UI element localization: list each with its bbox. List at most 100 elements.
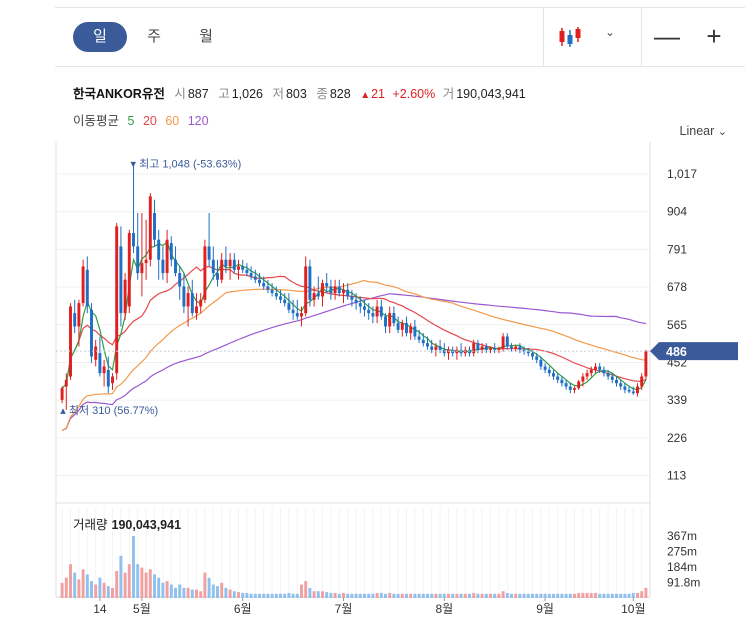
candle-body [308, 266, 312, 300]
volume-bar [409, 593, 413, 598]
volume-bar [148, 569, 152, 598]
candle-body [615, 379, 618, 384]
volume-bar [216, 586, 219, 598]
candle-body [560, 379, 564, 384]
candlestick-icon[interactable] [558, 26, 584, 48]
volume-tick-label: 184m [667, 560, 697, 574]
toolbar-divider [543, 8, 544, 66]
candle-body [568, 386, 572, 390]
volume-bar [564, 593, 568, 598]
candle-body [123, 279, 127, 314]
volume-bar [245, 592, 249, 598]
volume-bar [325, 592, 329, 598]
up-arrow-icon: ▲ [360, 90, 371, 101]
volume-bar [531, 593, 534, 598]
candle-body [501, 336, 505, 349]
volume-bar [585, 592, 589, 598]
candle-body [518, 346, 522, 350]
candle-body [522, 349, 526, 352]
volume-bar [186, 587, 190, 598]
zoom-out-button[interactable]: — [654, 21, 680, 51]
volume-bar [602, 593, 606, 598]
chevron-down-icon: ⌄ [717, 126, 727, 138]
low-label: 저 [272, 87, 284, 101]
candle-body [321, 283, 324, 297]
volume-bar [396, 593, 400, 598]
candle-body [400, 323, 404, 330]
ma-120-label: 120 [187, 114, 209, 128]
volume-bar [178, 584, 182, 598]
volume-bar [127, 564, 131, 598]
volume-bar [102, 582, 106, 598]
volume-bar [636, 592, 639, 598]
volume-tick-label: 367m [667, 529, 697, 543]
volume-bar [94, 584, 98, 598]
candle-body [594, 366, 597, 370]
candle-body [102, 366, 106, 374]
candle-body [81, 266, 85, 304]
candle-body [245, 269, 249, 274]
candle-body [480, 346, 484, 350]
candle-body [249, 273, 253, 277]
candle-body [556, 376, 560, 380]
current-price-badge [650, 342, 738, 361]
candle-body [237, 266, 240, 270]
volume-bar [426, 593, 429, 598]
ma-5-line [61, 240, 647, 391]
zoom-in-button[interactable]: + [706, 21, 722, 51]
tab-weekly[interactable]: 주 [147, 28, 161, 45]
volume-tick-label: 275m [667, 545, 697, 559]
volume-bar [203, 572, 207, 598]
candle-body [547, 369, 551, 374]
candle-body [543, 366, 547, 370]
candle-body [379, 306, 383, 317]
ma-20-label: 20 [142, 114, 157, 128]
volume-bar [140, 567, 144, 598]
candle-body [417, 336, 421, 340]
tab-daily[interactable]: 일 [73, 22, 127, 52]
candle-body [388, 313, 392, 327]
chevron-down-icon[interactable]: ⌄ [605, 25, 616, 39]
candle-body [165, 239, 169, 274]
candle-body [392, 313, 396, 324]
candle-body [585, 373, 589, 377]
volume-bar [64, 577, 68, 598]
volume-bar [220, 582, 224, 598]
toolbar-divider [641, 8, 642, 66]
candle-body [169, 243, 173, 260]
candle-body [426, 343, 429, 347]
moving-average-legend: 이동평균 5 20 60 120 [73, 110, 214, 129]
change-value: 21 [371, 87, 385, 101]
volume-bar [518, 593, 522, 598]
candle-body [384, 316, 387, 327]
volume-bar [489, 593, 492, 598]
volume-bar [258, 593, 261, 598]
candle-body [531, 353, 534, 357]
volume-bar [157, 577, 161, 598]
volume-bar [581, 592, 585, 598]
candle-body [342, 289, 345, 294]
volume-bar [556, 593, 560, 598]
volume-bar [241, 592, 245, 598]
candle-body [283, 299, 287, 304]
volume-bar [442, 593, 446, 598]
volume-bar [623, 593, 627, 598]
volume-bar [392, 593, 396, 598]
scale-dropdown[interactable]: Linear ⌄ [680, 124, 727, 138]
low-value: 803 [285, 87, 307, 101]
volume-bar [316, 591, 320, 598]
candle-body [564, 383, 568, 387]
candle-body [472, 343, 476, 354]
volume-bar [577, 592, 581, 598]
open-label: 시 [174, 87, 186, 101]
candle-body [64, 379, 68, 387]
candle-body [182, 286, 186, 307]
volume-bar [262, 593, 266, 598]
volume-bar [497, 593, 501, 598]
ma-120-line [61, 293, 646, 432]
stock-name: 한국ANKOR유전 [73, 87, 165, 101]
candle-body [220, 259, 224, 280]
tab-monthly[interactable]: 월 [199, 28, 213, 45]
candle-body [358, 303, 362, 307]
